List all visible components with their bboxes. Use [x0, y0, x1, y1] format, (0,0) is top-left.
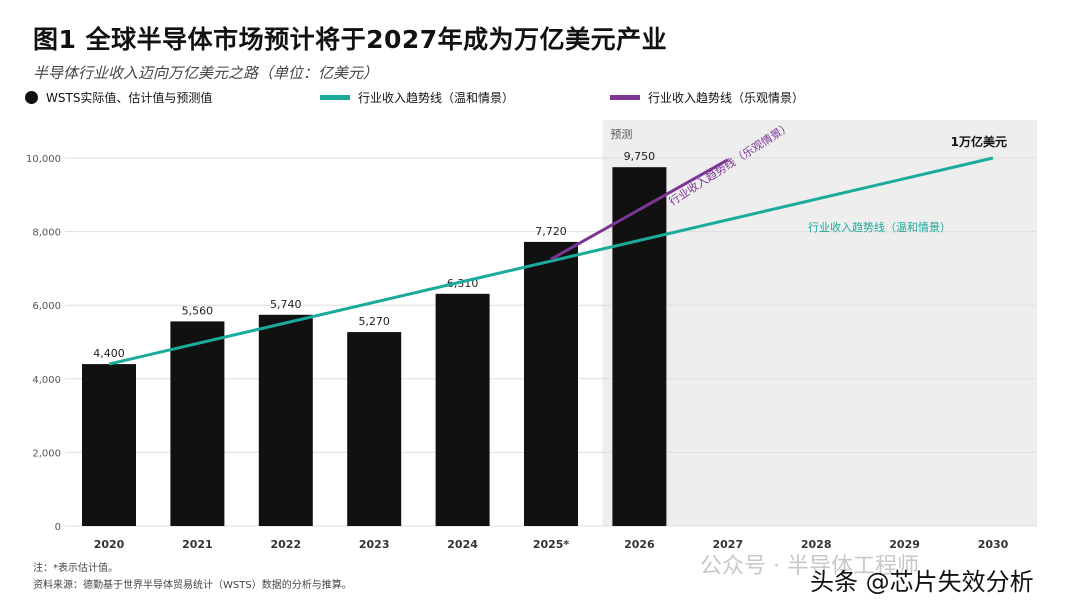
x-tick-label: 2025*: [533, 538, 570, 551]
bar-data-label: 4,400: [93, 347, 125, 360]
bar-data-label: 5,270: [358, 315, 390, 328]
legend-label: WSTS实际值、估计值与预测值: [46, 91, 213, 105]
forecast-region: [602, 120, 1037, 526]
x-tick-label: 2024: [447, 538, 478, 551]
bar-data-label: 5,740: [270, 298, 302, 311]
bar: [435, 293, 490, 526]
legend-item-optimistic: 行业收入趋势线（乐观情景）: [610, 89, 804, 106]
line-swatch-icon: [610, 95, 640, 100]
trend-line: [108, 156, 994, 366]
legend-label: 行业收入趋势线（温和情景）: [358, 91, 515, 105]
circle-marker-icon: [25, 91, 38, 104]
legend-item-moderate: 行业收入趋势线（温和情景）: [320, 89, 514, 106]
moderate-trend-annotation: 行业收入趋势线（温和情景）: [808, 220, 951, 234]
bar: [258, 314, 313, 526]
toutiao-watermark: 头条 @芯片失效分析: [810, 568, 1034, 596]
x-tick-label: 2029: [889, 538, 920, 551]
x-tick-label: 2026: [624, 538, 655, 551]
bar: [170, 321, 225, 526]
footnote: 注：*表示估计值。: [33, 563, 118, 574]
y-tick-label: 10,000: [26, 154, 61, 165]
bar: [524, 241, 578, 527]
legend-label: 行业收入趋势线（乐观情景）: [648, 91, 805, 105]
y-tick-label: 2,000: [32, 448, 61, 459]
bar-data-label: 5,560: [182, 304, 214, 317]
endpoint-annotation: 1万亿美元: [951, 134, 1007, 149]
y-tick-label: 6,000: [32, 301, 61, 312]
x-tick-label: 2028: [801, 538, 832, 551]
x-tick-label: 2027: [712, 538, 743, 551]
trend-line: [550, 158, 729, 261]
x-tick-label: 2021: [182, 538, 213, 551]
forecast-label: 预测: [610, 128, 632, 141]
chart-subtitle: 半导体行业收入迈向万亿美元之路（单位：亿美元）: [33, 64, 379, 82]
bar-data-label: 9,750: [624, 150, 656, 163]
bar: [347, 332, 402, 526]
bar-data-label: 7,720: [535, 225, 567, 238]
y-tick-label: 4,000: [32, 375, 61, 386]
x-tick-label: 2030: [978, 538, 1009, 551]
legend-item-bars: WSTS实际值、估计值与预测值: [25, 89, 212, 106]
wechat-watermark: 公众号 · 半导体工程师: [700, 554, 919, 579]
bar: [612, 167, 667, 526]
x-tick-label: 2023: [359, 538, 390, 551]
bar: [82, 364, 136, 526]
x-tick-label: 2022: [270, 538, 301, 551]
source-note: 资料来源：德勤基于世界半导体贸易统计（WSTS）数据的分析与推算。: [33, 580, 352, 591]
y-tick-label: 0: [55, 522, 61, 533]
chart-title: 图1 全球半导体市场预计将于2027年成为万亿美元产业: [33, 25, 668, 54]
line-swatch-icon: [320, 95, 350, 100]
y-tick-label: 8,000: [32, 228, 61, 239]
x-tick-label: 2020: [94, 538, 125, 551]
